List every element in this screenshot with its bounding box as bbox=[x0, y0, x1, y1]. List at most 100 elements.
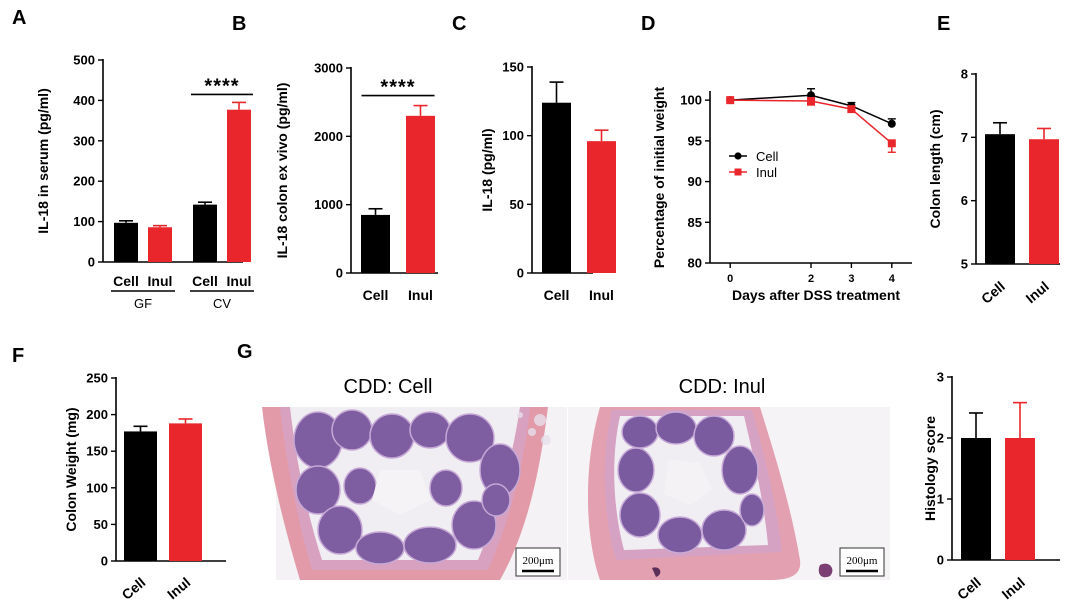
group-label: GF bbox=[134, 296, 152, 311]
y-tick-label: 6 bbox=[961, 193, 968, 208]
x-category-label: Inul bbox=[148, 273, 173, 289]
y-tick-label: 150 bbox=[502, 60, 524, 75]
chart-panel-f: 0 50 100 150 200 250 Colon Weight (mg) F Cell Inu… bbox=[12, 345, 226, 603]
bar bbox=[169, 423, 202, 561]
x-axis-label: Days after DSS treatment bbox=[732, 287, 900, 303]
x-category-label: Cell bbox=[363, 287, 389, 303]
data-point bbox=[847, 105, 856, 114]
y-tick-label: 0 bbox=[88, 255, 95, 270]
significance-stars: **** bbox=[380, 77, 415, 99]
bar bbox=[361, 214, 390, 273]
scale-bar-label: 200μm bbox=[847, 555, 878, 567]
x-category-label: Cell bbox=[192, 273, 218, 289]
data-point bbox=[887, 119, 896, 128]
y-axis-label: IL-18 (pg/ml) bbox=[479, 128, 495, 211]
x-category-label: Inul bbox=[999, 574, 1028, 602]
scale-bar-label: 200μm bbox=[523, 555, 554, 567]
bar bbox=[961, 438, 991, 560]
histology-panel: G CDD: Cell 200μm CDD: Inul 200μm bbox=[237, 341, 885, 577]
legend-label: Inul bbox=[756, 165, 777, 180]
y-tick-label: 250 bbox=[86, 371, 108, 386]
y-tick-label: 100 bbox=[86, 480, 108, 495]
histology-title: CDD: Cell bbox=[344, 376, 433, 398]
bar bbox=[1005, 438, 1035, 560]
y-tick-label: 8 bbox=[961, 67, 968, 82]
legend-marker bbox=[734, 152, 742, 160]
bar bbox=[193, 204, 217, 262]
y-axis-label: IL-18 in serum (pg/ml) bbox=[35, 88, 51, 233]
x-tick-label: 2 bbox=[808, 273, 814, 285]
chart-panel-b: 0 1000 2000 3000 IL-18 colon ex vivo (pg/ml)… bbox=[232, 13, 438, 303]
bar bbox=[114, 222, 138, 262]
panel-label: E bbox=[937, 13, 950, 35]
y-axis-label: Histology score bbox=[922, 416, 938, 521]
y-tick-label: 7 bbox=[961, 130, 968, 145]
bar bbox=[542, 102, 571, 273]
histology-title: CDD: Inul bbox=[679, 376, 766, 398]
panel-label: D bbox=[641, 13, 655, 35]
y-tick-label: 200 bbox=[86, 407, 108, 422]
y-tick-label: 0 bbox=[336, 266, 343, 281]
x-category-label: Cell bbox=[954, 574, 984, 603]
y-tick-label: 0 bbox=[101, 554, 108, 569]
y-tick-label: 2 bbox=[937, 431, 944, 446]
histology-image-inul bbox=[568, 407, 890, 580]
series-line bbox=[730, 99, 893, 144]
bar bbox=[148, 227, 172, 262]
y-tick-label: 100 bbox=[502, 128, 524, 143]
panel-label: F bbox=[12, 345, 24, 367]
y-tick-label: 95 bbox=[688, 133, 702, 148]
x-category-label: Cell bbox=[544, 287, 570, 303]
legend-label: Cell bbox=[756, 149, 779, 164]
y-tick-label: 500 bbox=[73, 53, 95, 68]
panel-label: B bbox=[232, 13, 246, 35]
y-tick-label: 50 bbox=[510, 197, 524, 212]
y-tick-label: 100 bbox=[73, 214, 95, 229]
data-point bbox=[887, 139, 896, 148]
y-tick-label: 5 bbox=[961, 257, 968, 272]
x-category-label: Cell bbox=[113, 273, 139, 289]
x-category-label: Inul bbox=[164, 574, 193, 602]
group-label: CV bbox=[213, 296, 231, 311]
x-category-label: Inul bbox=[408, 287, 433, 303]
chart-panel-g: 0 1 2 3 Histology score Cell Inul bbox=[922, 370, 1060, 603]
y-tick-label: 3000 bbox=[314, 61, 343, 76]
x-category-label: Inul bbox=[589, 287, 614, 303]
y-tick-label: 90 bbox=[688, 174, 702, 189]
y-tick-label: 3 bbox=[937, 370, 944, 385]
series-line bbox=[730, 94, 893, 125]
y-axis-label: Colon Weight (mg) bbox=[63, 407, 79, 531]
x-tick-label: 0 bbox=[727, 273, 733, 285]
x-tick-label: 3 bbox=[848, 273, 854, 285]
y-axis-label: Colon length (cm) bbox=[927, 110, 943, 229]
chart-panel-d: 80 85 90 95 100 Percentage of initial weight D… bbox=[641, 13, 912, 303]
histology-image-cell bbox=[262, 407, 567, 580]
panel-label: C bbox=[452, 13, 466, 35]
bar bbox=[587, 141, 616, 273]
y-tick-label: 200 bbox=[73, 174, 95, 189]
significance-stars: **** bbox=[204, 75, 239, 97]
bar bbox=[985, 134, 1015, 264]
y-tick-label: 1000 bbox=[314, 197, 343, 212]
legend-marker bbox=[734, 168, 742, 176]
chart-panel-a: 0 100 200 300 400 500 IL-18 in serum (pg/ml) A C… bbox=[12, 7, 254, 311]
y-tick-label: 150 bbox=[86, 444, 108, 459]
x-category-label: Cell bbox=[978, 278, 1008, 307]
x-category-label: Inul bbox=[227, 273, 252, 289]
bar bbox=[406, 115, 435, 273]
chart-panel-c: 0 50 100 150 IL-18 (pg/ml) C Cell Inul bbox=[452, 13, 616, 303]
x-tick-label: 4 bbox=[889, 273, 896, 285]
y-tick-label: 300 bbox=[73, 133, 95, 148]
y-axis-label: Percentage of initial weight bbox=[651, 87, 667, 269]
chart-panel-e: 5 6 7 8 Colon length (cm) E Cell Inul bbox=[927, 13, 1060, 307]
panel-label: G bbox=[237, 341, 253, 363]
y-axis-label: IL-18 colon ex vivo (pg/ml) bbox=[274, 83, 290, 259]
x-category-label: Cell bbox=[118, 574, 148, 603]
y-tick-label: 400 bbox=[73, 93, 95, 108]
data-point bbox=[726, 96, 735, 105]
bar bbox=[227, 109, 251, 262]
y-tick-label: 50 bbox=[94, 517, 108, 532]
y-tick-label: 80 bbox=[688, 256, 702, 271]
x-category-label: Inul bbox=[1023, 278, 1052, 306]
